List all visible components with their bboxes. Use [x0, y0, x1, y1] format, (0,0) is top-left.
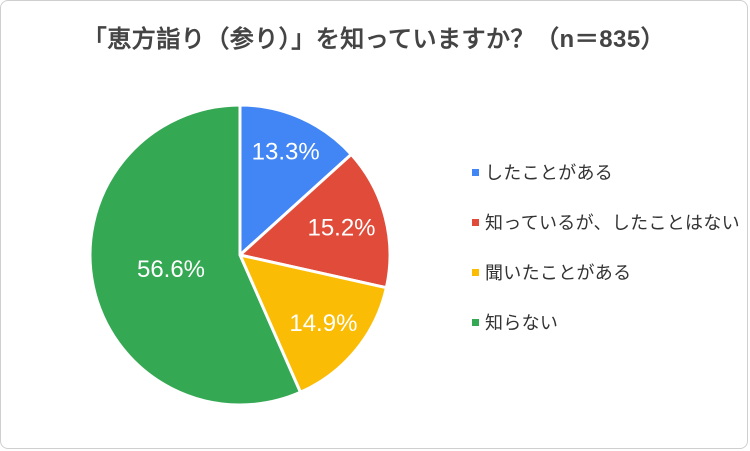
pie-slice-value-label-1: 15.2% — [307, 215, 375, 242]
pie-slice-1[interactable] — [238, 152, 392, 290]
pie-slice-2[interactable] — [238, 253, 388, 394]
pie-slice-3[interactable] — [88, 103, 302, 407]
legend-swatch-icon — [472, 218, 479, 226]
pie-slice-value-label-3: 56.6% — [137, 256, 205, 283]
chart-title: 「恵方詣り（参り）」を知っていますか？（n＝835） — [82, 26, 666, 53]
legend-label: 知っているが、したことはない — [485, 213, 740, 233]
legend-swatch-icon — [472, 168, 479, 176]
legend-label: 知らない — [485, 313, 559, 333]
legend-swatch-icon — [472, 268, 479, 276]
pie-slice-value-label-2: 14.9% — [289, 310, 357, 337]
legend-item-3: 知らない — [472, 311, 740, 333]
legend-label: したことがある — [485, 163, 614, 183]
chart-legend: したことがある知っているが、したことはない 聞いたことがある 知らない — [472, 161, 740, 333]
legend-label: 聞いたことがある — [485, 263, 632, 283]
legend-item-1: 知っているが、したことはない — [472, 211, 740, 233]
legend-item-2: 聞いたことがある — [472, 261, 740, 283]
legend-item-0: したことがある — [472, 161, 740, 183]
pie-slice-value-label-0: 13.3% — [252, 139, 320, 166]
legend-swatch-icon — [472, 318, 479, 326]
pie-slice-0[interactable] — [238, 103, 353, 257]
